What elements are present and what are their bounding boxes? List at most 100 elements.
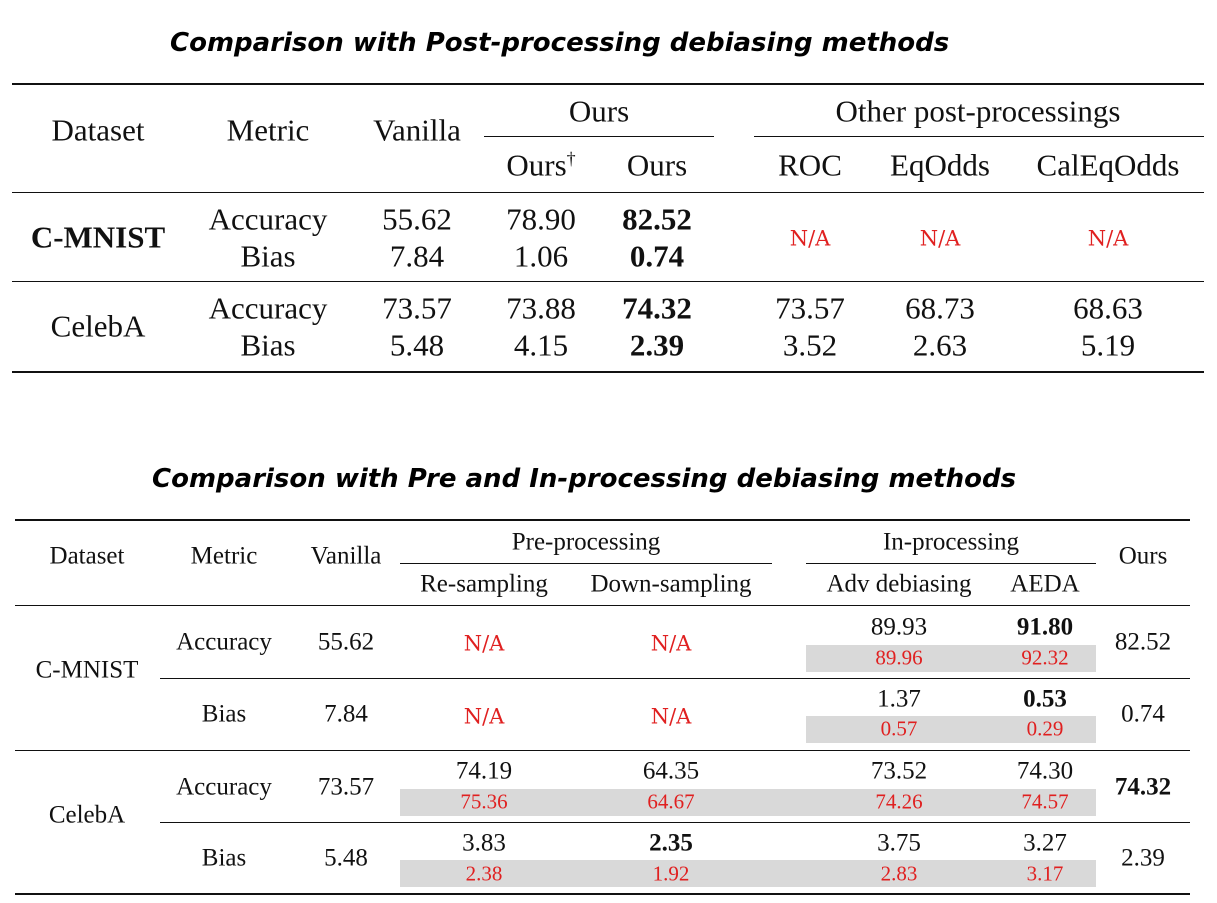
t1-row2-ours-bias: 2.39	[629, 327, 685, 363]
t2-celeba-acc-downsampling: 64.35	[642, 757, 700, 785]
t2-celeba-bias-aeda-red: 3.17	[1026, 861, 1064, 886]
t1-header-vanilla: Vanilla	[373, 112, 461, 148]
t2-grey-band-cmnist-acc	[806, 645, 1096, 672]
t1-row2-caleqodds-acc: 68.63	[1073, 290, 1143, 326]
t2-cmnist-acc-vanilla: 55.62	[317, 628, 375, 656]
t2-header-aeda: AEDA	[1010, 570, 1080, 598]
table2-header-rule	[15, 605, 1190, 606]
t1-row2-ours-acc: 74.32	[622, 290, 692, 326]
t2-cmnist-bias-resampling: N/A	[463, 704, 505, 729]
t2-celeba-bias-vanilla: 5.48	[324, 844, 368, 872]
t2-celeba-acc-aeda-red: 74.57	[1021, 789, 1069, 814]
t2-celeba-bias-downsampling: 2.35	[649, 829, 693, 857]
t1-row2-dataset: CelebA	[50, 308, 146, 344]
t2-header-adv: Adv debiasing	[826, 570, 972, 598]
t2-cmnist-bias-metric: Bias	[201, 700, 247, 728]
t1-row2-roc-acc: 73.57	[775, 290, 845, 326]
t2-cmnist-acc-aeda-red: 92.32	[1021, 645, 1069, 670]
table1-title: Comparison with Post-processing debiasin…	[170, 28, 950, 58]
t2-celeba-acc-metric: Accuracy	[176, 773, 272, 801]
t2-cmnist-acc-adv-red: 89.96	[875, 645, 923, 670]
t1-row1-ours-bias: 0.74	[629, 238, 685, 274]
table1-header-rule	[12, 192, 1204, 193]
t2-header-ours: Ours	[1118, 542, 1168, 570]
table1-row-rule	[12, 281, 1204, 282]
table2-in-group-rule	[806, 563, 1096, 564]
t1-header-metric: Metric	[226, 112, 310, 148]
t2-header-pre-group: Pre-processing	[511, 528, 661, 556]
t2-celeba-bias-metric: Bias	[201, 844, 247, 872]
t1-row1-metric-acc: Accuracy	[208, 201, 328, 237]
t2-cmnist-bias-downsampling: N/A	[650, 704, 692, 729]
t1-row2-oursdagger-bias: 4.15	[513, 327, 569, 363]
t2-cmnist-acc-downsampling: N/A	[650, 631, 692, 656]
t1-header-roc: ROC	[778, 147, 842, 183]
table2-celeba-mid-rule	[160, 822, 1190, 823]
table2-cmnist-mid-rule	[160, 678, 1190, 679]
t2-cmnist-dataset: C-MNIST	[35, 656, 139, 684]
dagger-symbol: †	[566, 148, 576, 169]
t2-celeba-bias-adv-red: 2.83	[880, 861, 918, 886]
t2-grey-band-celeba-bias	[400, 860, 1096, 887]
t2-cmnist-acc-metric: Accuracy	[176, 628, 272, 656]
t2-celeba-bias-adv: 3.75	[877, 829, 921, 857]
t2-cmnist-bias-ours: 0.74	[1121, 700, 1165, 728]
t1-row1-dataset: C-MNIST	[30, 219, 166, 255]
t1-row1-eqodds: N/A	[919, 226, 961, 251]
t1-header-caleqodds: CalEqOdds	[1036, 147, 1180, 183]
t2-celeba-dataset: CelebA	[48, 801, 126, 829]
t1-header-ours: Ours	[626, 147, 688, 183]
t2-cmnist-bias-aeda-red: 0.29	[1026, 716, 1064, 741]
t2-celeba-acc-adv-red: 74.26	[875, 789, 923, 814]
t1-header-other-group: Other post-processings	[835, 93, 1121, 129]
table2-bottom-rule	[15, 893, 1190, 895]
t2-celeba-acc-ours: 74.32	[1114, 773, 1172, 801]
t2-header-downsampling: Down-sampling	[590, 570, 752, 598]
t1-header-eqodds: EqOdds	[890, 147, 990, 183]
t2-header-metric: Metric	[190, 542, 258, 570]
t1-row2-metric-acc: Accuracy	[208, 290, 328, 326]
table2-top-rule	[15, 519, 1190, 521]
t2-header-dataset: Dataset	[49, 542, 125, 570]
t2-celeba-bias-resampling-red: 2.38	[465, 861, 503, 886]
t2-cmnist-acc-aeda: 91.80	[1016, 613, 1074, 641]
t2-grey-band-cmnist-bias	[806, 716, 1096, 743]
table1-other-group-rule	[754, 136, 1204, 137]
t1-header-ours-dagger: Ours†	[506, 149, 575, 180]
table1-ours-group-rule	[484, 136, 714, 137]
t2-celeba-acc-resampling: 74.19	[455, 757, 513, 785]
t1-row2-vanilla-acc: 73.57	[382, 290, 452, 326]
t2-celeba-acc-aeda: 74.30	[1016, 757, 1074, 785]
t2-grey-band-celeba-acc	[400, 789, 1096, 816]
t2-cmnist-bias-aeda: 0.53	[1023, 685, 1067, 713]
t1-row2-eqodds-bias: 2.63	[912, 327, 968, 363]
t2-celeba-acc-adv: 73.52	[870, 757, 928, 785]
t2-header-vanilla: Vanilla	[310, 542, 382, 570]
t2-cmnist-bias-adv-red: 0.57	[880, 716, 918, 741]
t2-cmnist-bias-adv: 1.37	[877, 685, 921, 713]
t2-celeba-acc-vanilla: 73.57	[317, 773, 375, 801]
t1-row1-caleqodds: N/A	[1087, 226, 1129, 251]
t1-row1-vanilla-bias: 7.84	[389, 238, 445, 274]
t1-header-ours-group: Ours	[568, 93, 630, 129]
t2-celeba-bias-downsampling-red: 1.92	[652, 861, 690, 886]
table2-pre-group-rule	[400, 563, 772, 564]
table2-title: Comparison with Pre and In-processing de…	[152, 464, 1017, 494]
t1-row1-metric-bias: Bias	[240, 238, 296, 274]
t2-header-in-group: In-processing	[882, 528, 1020, 556]
t2-celeba-bias-ours: 2.39	[1121, 844, 1165, 872]
t2-celeba-acc-downsampling-red: 64.67	[647, 789, 695, 814]
t1-row2-roc-bias: 3.52	[782, 327, 838, 363]
t2-celeba-bias-resampling: 3.83	[462, 829, 506, 857]
t1-header-dataset: Dataset	[51, 112, 145, 148]
table1-bottom-rule	[12, 371, 1204, 373]
t2-cmnist-acc-resampling: N/A	[463, 631, 505, 656]
t1-row2-metric-bias: Bias	[240, 327, 296, 363]
t1-row1-roc: N/A	[789, 226, 831, 251]
t1-row2-eqodds-acc: 68.73	[905, 290, 975, 326]
t1-header-ours-dagger-label: Ours	[506, 147, 567, 183]
t1-row1-oursdagger-acc: 78.90	[506, 201, 576, 237]
t2-cmnist-acc-ours: 82.52	[1114, 628, 1172, 656]
t1-row2-caleqodds-bias: 5.19	[1080, 327, 1136, 363]
t2-header-resampling: Re-sampling	[420, 570, 548, 598]
